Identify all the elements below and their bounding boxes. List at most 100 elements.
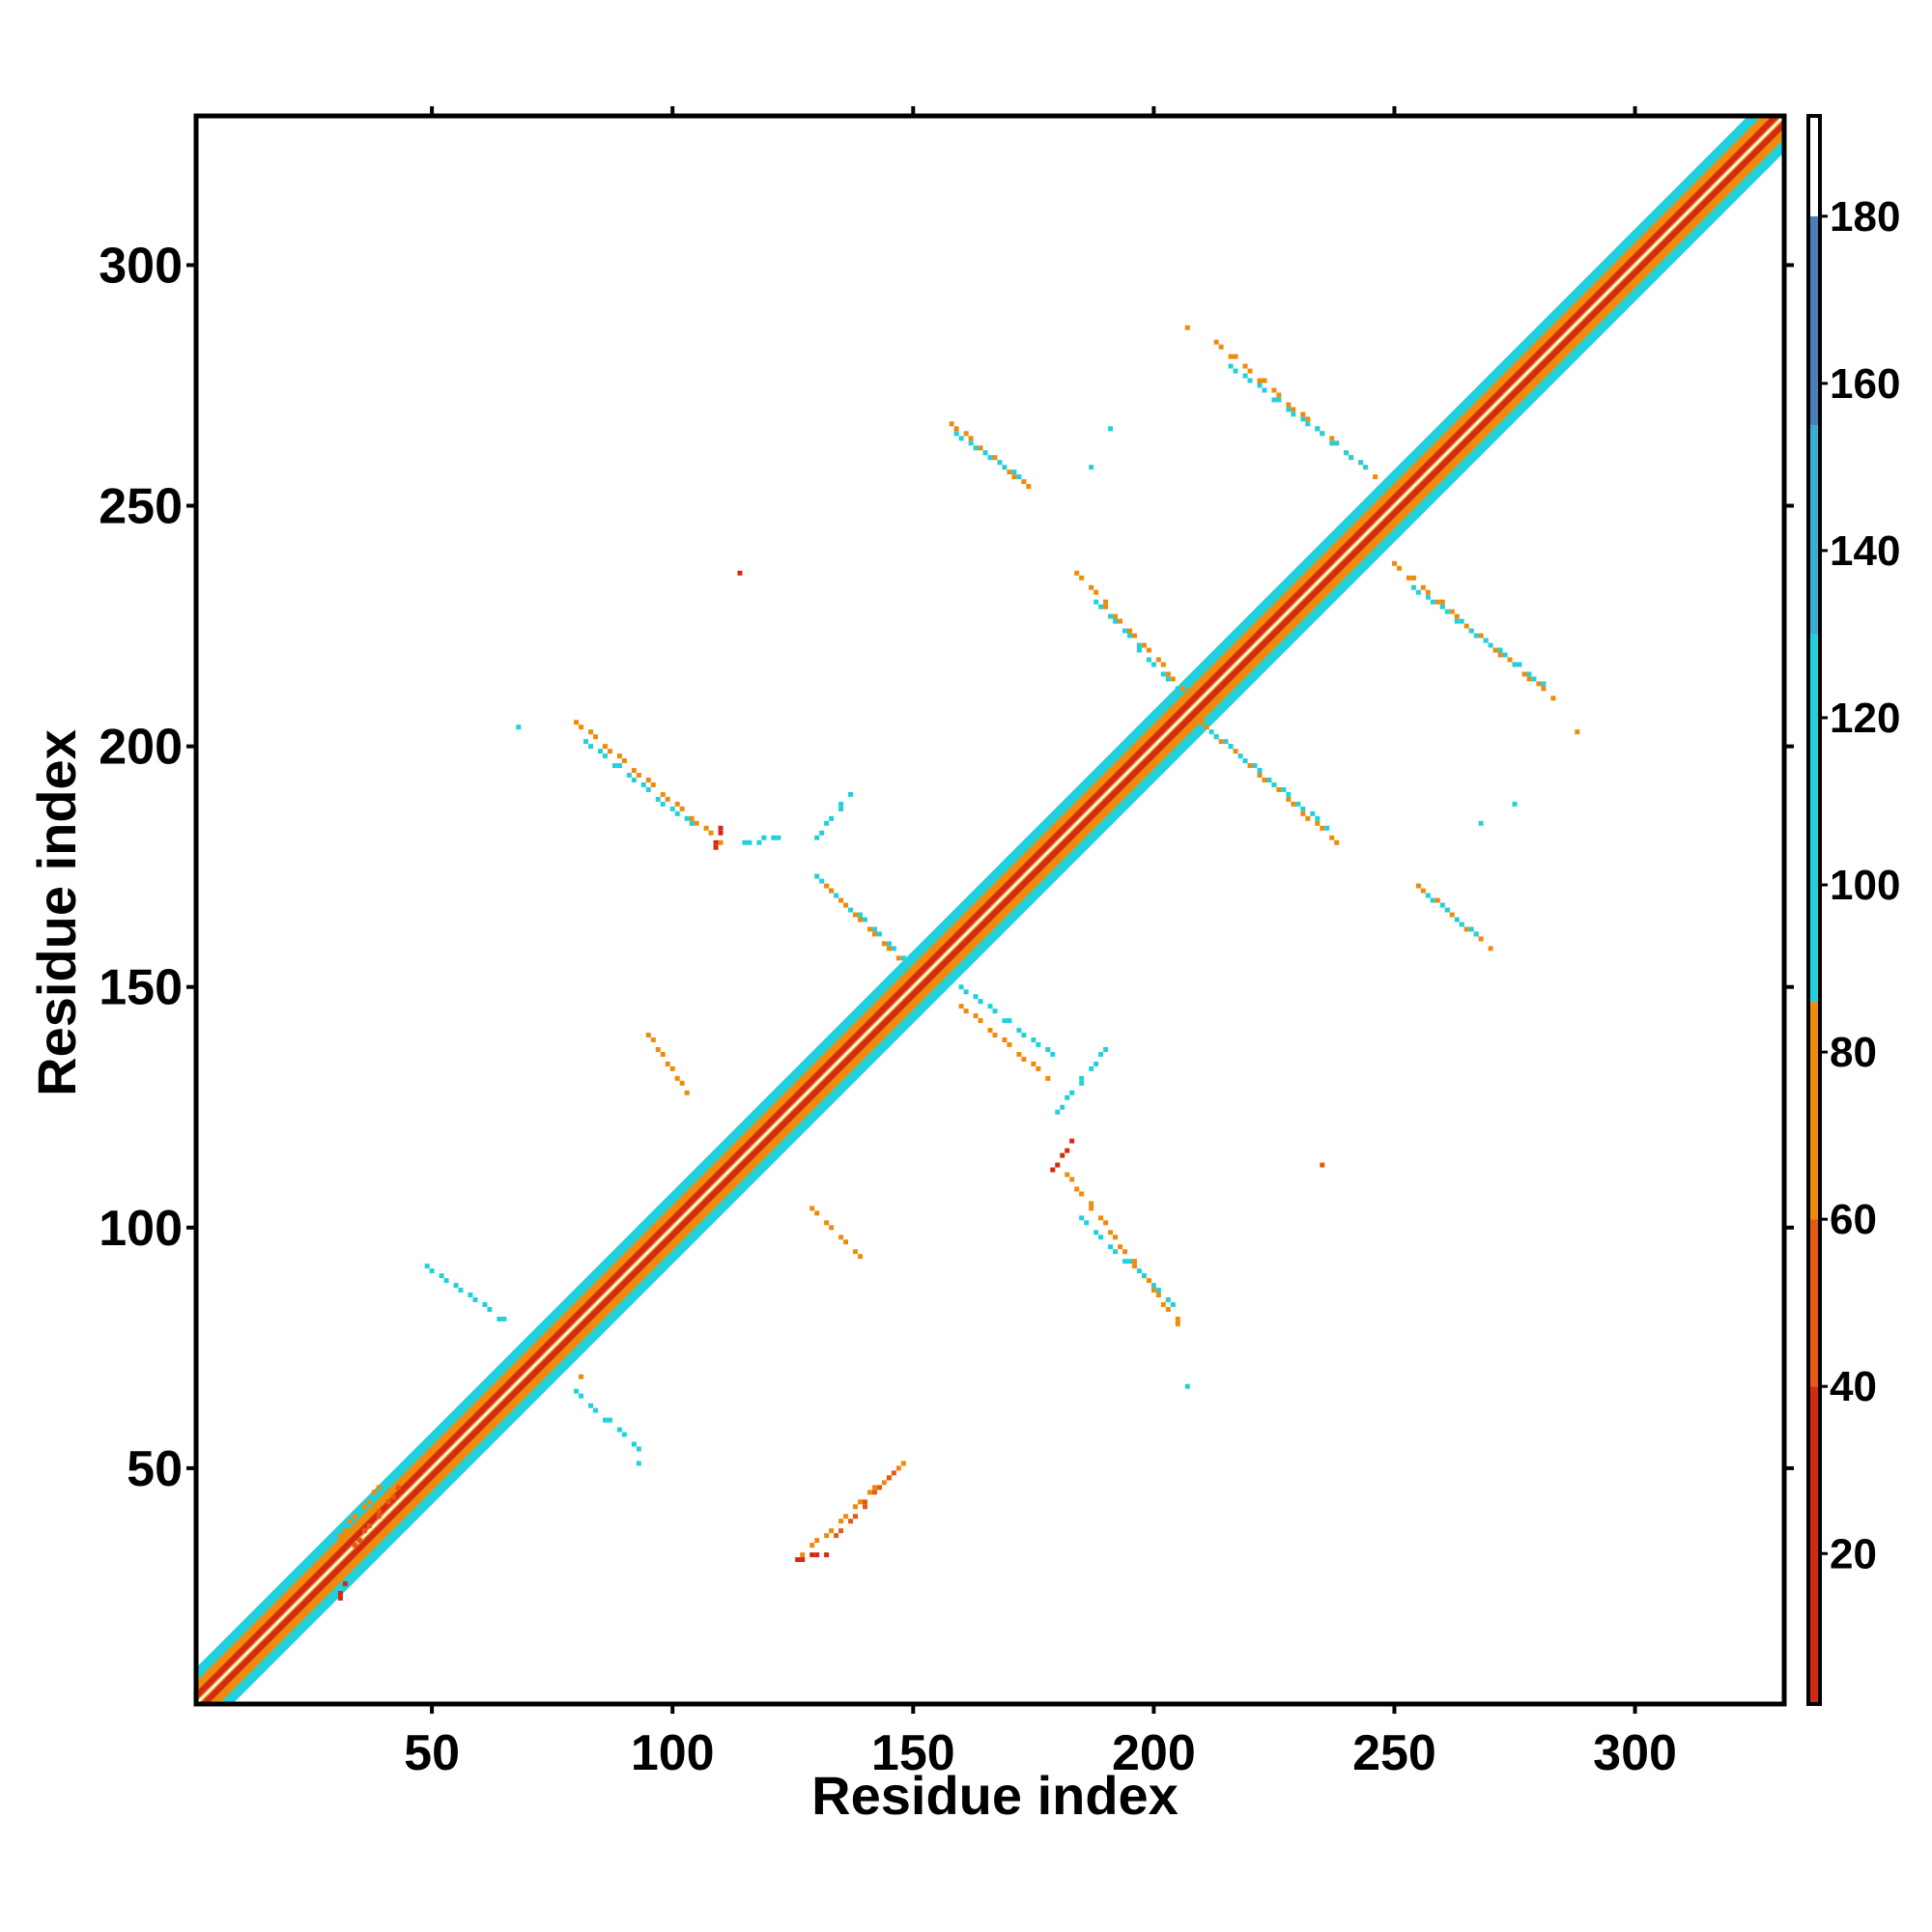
contact-point	[579, 1374, 584, 1379]
contact-cell	[871, 1485, 877, 1491]
contact-cell	[1247, 368, 1253, 374]
contact-cell	[1011, 469, 1017, 475]
colorbar-tick-label: 140	[1830, 527, 1900, 575]
contact-cell	[1286, 407, 1292, 412]
contact-cell	[1094, 1061, 1099, 1066]
contact-cell	[1155, 657, 1161, 663]
contact-cell	[718, 839, 724, 845]
contact-cell	[631, 778, 637, 782]
contact-cell	[1497, 647, 1503, 653]
contact-cell	[747, 839, 753, 845]
contact-cell	[953, 426, 959, 432]
contact-cell	[616, 1427, 622, 1433]
diagonal-cyan-band	[196, 116, 1759, 1679]
contact-cell	[1108, 613, 1114, 619]
contact-cell	[1103, 1220, 1109, 1226]
contact-cell	[1031, 1037, 1037, 1042]
contact-cell	[1252, 763, 1258, 769]
contact-cell	[1291, 801, 1296, 807]
colorbar-tick-label: 60	[1830, 1196, 1877, 1243]
contact-cell	[616, 763, 622, 769]
contact-cell	[1098, 1235, 1104, 1240]
contact-cell	[800, 1552, 806, 1558]
contact-cell	[1242, 758, 1248, 764]
contact-cell	[1305, 421, 1311, 427]
contact-cell	[1358, 460, 1364, 466]
contact-cell	[1425, 594, 1431, 600]
contact-cell	[1478, 633, 1484, 639]
contact-cell	[963, 431, 969, 437]
contact-cell	[1305, 416, 1311, 422]
contact-cell	[1459, 922, 1464, 927]
contact-cell	[1208, 729, 1214, 735]
contact-cell	[1069, 1177, 1075, 1182]
contact-cell	[1016, 474, 1022, 480]
contact-cell	[848, 791, 854, 797]
contact-cell	[1320, 825, 1325, 831]
contact-cell	[1257, 378, 1263, 384]
contact-cell	[660, 791, 666, 797]
y-tick-label: 250	[99, 479, 183, 535]
contact-cell	[1007, 469, 1012, 475]
contact-cell	[616, 753, 622, 759]
contact-cell	[814, 835, 820, 840]
contact-cell	[871, 931, 877, 937]
contact-cell	[843, 1239, 849, 1245]
contact-cell	[1463, 926, 1469, 932]
contact-cell	[1286, 791, 1292, 797]
contact-cell	[665, 1061, 670, 1066]
contact-cell	[694, 820, 699, 826]
contact-cell	[953, 431, 959, 437]
contact-cell	[468, 1293, 473, 1298]
contact-cell	[1300, 806, 1306, 811]
contact-cell	[992, 1033, 998, 1038]
contact-cell	[631, 768, 637, 774]
contact-cell	[987, 455, 993, 461]
contact-cell	[1170, 1302, 1176, 1307]
contact-cell	[1291, 412, 1296, 417]
y-tick-label: 100	[99, 1201, 183, 1257]
contact-cell	[1094, 1230, 1099, 1236]
contact-cell	[385, 1499, 391, 1505]
contact-point	[1108, 426, 1114, 432]
contact-cell	[390, 1494, 396, 1500]
contact-cell	[1521, 671, 1527, 677]
contact-cell	[895, 1465, 901, 1471]
contact-cell	[588, 729, 593, 735]
contact-cell	[982, 450, 988, 456]
contact-cell	[1036, 1042, 1041, 1047]
contact-cell	[679, 1080, 685, 1086]
contact-cell	[1247, 763, 1253, 769]
contact-cell	[645, 786, 651, 792]
contact-cell	[1165, 1307, 1171, 1312]
x-tick-label: 150	[871, 1725, 955, 1781]
contact-cell	[1055, 1162, 1061, 1168]
contact-cell	[1315, 426, 1321, 432]
contact-cell	[1007, 1018, 1012, 1024]
contact-cell	[871, 926, 877, 932]
contact-cell	[684, 815, 690, 821]
contact-cell	[669, 1065, 675, 1071]
contact-cell	[1213, 339, 1219, 345]
contact-cell	[1228, 354, 1234, 359]
contact-cell	[963, 989, 969, 995]
contact-cell	[593, 734, 598, 740]
contact-cell	[1541, 681, 1547, 687]
contact-cell	[1131, 1259, 1137, 1264]
contact-cell	[1262, 378, 1267, 384]
colorbar-tick-label: 20	[1830, 1530, 1877, 1577]
contact-cell	[1175, 686, 1180, 692]
contact-cell	[1089, 584, 1094, 590]
axes: 50 100 150 200 250 300 50 100 150 200 250 300	[99, 106, 1794, 1781]
contact-cell	[810, 1543, 815, 1548]
colorbar-band	[1808, 215, 1820, 426]
colorbar-tick-label: 120	[1830, 695, 1900, 742]
contact-cell	[621, 758, 627, 764]
contact-cell	[1065, 1148, 1070, 1153]
contact-cell	[669, 806, 675, 811]
contact-cell	[853, 1514, 858, 1520]
contact-cell	[987, 1004, 993, 1009]
contact-cell	[602, 1417, 608, 1423]
contact-cell	[1497, 652, 1503, 658]
contact-cell	[1146, 1278, 1151, 1284]
